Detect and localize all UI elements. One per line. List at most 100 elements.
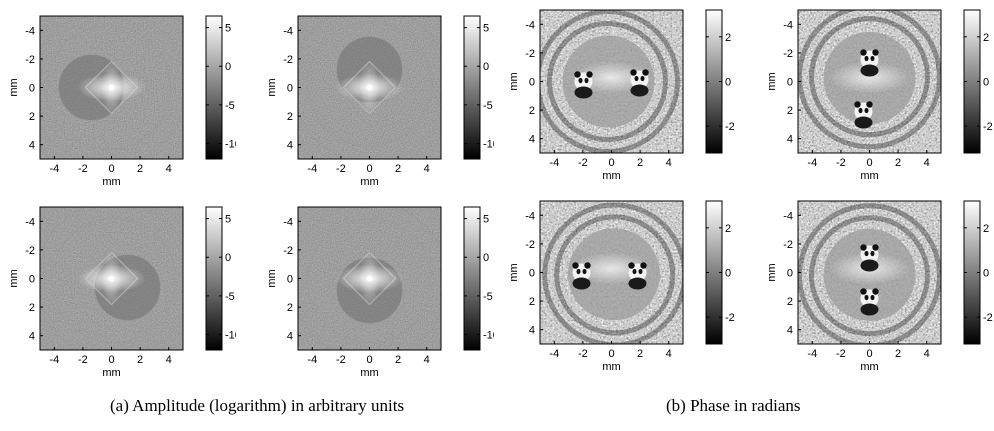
colorbar-tick-label: 0 <box>483 252 489 264</box>
y-tick-label: -4 <box>783 210 793 222</box>
x-tick-label: 0 <box>366 163 372 175</box>
colorbar-tick-label: -5 <box>483 291 493 303</box>
x-tick-label: -4 <box>307 354 317 366</box>
phase-panel-r2c2: -4 -4 -2 -2 0 0 2 2 4 4 mm mm 2 0 -2 <box>758 191 994 377</box>
y-tick-label: 2 <box>29 111 35 123</box>
x-tick-label: 2 <box>637 348 643 360</box>
colorbar-tick-label: 0 <box>983 268 989 280</box>
x-tick-label: -4 <box>49 163 59 175</box>
x-tick-label: 4 <box>424 163 430 175</box>
x-tick-label: -2 <box>336 354 346 366</box>
colorbar-tick-label: 5 <box>225 214 231 226</box>
colorbar-tick-label: 5 <box>225 23 231 35</box>
y-tick-label: 0 <box>29 83 35 95</box>
x-tick-label: 4 <box>924 157 930 169</box>
amplitude-panel-r1c2: -4 -4 -2 -2 0 0 2 2 4 4 mm mm 5 0 -5 -10 <box>258 6 494 192</box>
colorbar-tick-label: -2 <box>983 121 993 133</box>
y-tick-label: 4 <box>29 331 35 343</box>
x-tick-label: 2 <box>137 163 143 175</box>
colorbar-tick-label: -5 <box>225 291 235 303</box>
y-tick-label: 0 <box>529 77 535 89</box>
y-tick-label: 4 <box>787 134 793 146</box>
phase-plot: -4 -4 -2 -2 0 0 2 2 4 4 mm mm 2 0 -2 <box>508 9 735 182</box>
image-area <box>540 10 683 153</box>
colorbar <box>463 15 481 160</box>
y-tick-label: -2 <box>783 239 793 251</box>
y-tick-label: -2 <box>525 239 535 251</box>
y-axis-label: mm <box>766 72 778 90</box>
colorbar <box>463 206 481 351</box>
x-tick-label: 0 <box>366 354 372 366</box>
amplitude-plot: -4 -4 -2 -2 0 0 2 2 4 4 mm mm 5 0 -5 -10 <box>8 206 236 379</box>
x-tick-label: 2 <box>395 163 401 175</box>
x-tick-label: 0 <box>608 348 614 360</box>
colorbar-tick-label: -10 <box>483 330 494 342</box>
x-tick-label: -4 <box>807 157 817 169</box>
y-tick-label: 4 <box>287 140 293 152</box>
colorbar <box>205 15 223 160</box>
colorbar-tick-label: -2 <box>725 121 735 133</box>
y-tick-label: 2 <box>529 105 535 117</box>
colorbar-tick-label: 5 <box>483 214 489 226</box>
x-tick-label: 0 <box>608 157 614 169</box>
colorbar-tick-label: -10 <box>483 139 494 151</box>
x-tick-label: -2 <box>836 157 846 169</box>
x-tick-label: -2 <box>578 157 588 169</box>
x-tick-label: 2 <box>137 354 143 366</box>
colorbar-tick-label: 2 <box>725 32 731 44</box>
y-tick-label: -4 <box>283 216 293 228</box>
y-tick-label: 0 <box>529 268 535 280</box>
y-tick-label: 0 <box>787 77 793 89</box>
y-tick-label: -2 <box>525 48 535 60</box>
y-tick-label: 0 <box>287 274 293 286</box>
panda-silhouette <box>574 71 593 99</box>
panda-silhouette <box>628 262 647 290</box>
x-tick-label: -2 <box>578 348 588 360</box>
y-axis-label: mm <box>266 269 278 287</box>
x-tick-label: 4 <box>424 354 430 366</box>
y-axis-label: mm <box>508 72 520 90</box>
colorbar-tick-label: -10 <box>225 139 236 151</box>
x-tick-label: -2 <box>836 348 846 360</box>
amplitude-plot: -4 -4 -2 -2 0 0 2 2 4 4 mm mm 5 0 -5 -10 <box>8 15 236 188</box>
amplitude-panel-r2c1: -4 -4 -2 -2 0 0 2 2 4 4 mm mm 5 0 -5 -10 <box>0 197 236 383</box>
x-tick-label: 0 <box>108 163 114 175</box>
panda-silhouette <box>860 244 879 272</box>
colorbar-tick-label: 2 <box>983 223 989 235</box>
colorbar-tick-label: -5 <box>225 100 235 112</box>
y-tick-label: 0 <box>287 83 293 95</box>
y-axis-label: mm <box>266 78 278 96</box>
y-axis-label: mm <box>508 263 520 281</box>
amplitude-plot: -4 -4 -2 -2 0 0 2 2 4 4 mm mm 5 0 -5 -10 <box>266 15 494 188</box>
panda-silhouette <box>572 262 591 290</box>
image-area <box>798 201 941 344</box>
colorbar-tick-label: 0 <box>225 61 231 73</box>
x-tick-label: -2 <box>78 354 88 366</box>
colorbar <box>205 206 223 351</box>
y-tick-label: -4 <box>525 19 535 31</box>
colorbar-tick-label: 5 <box>483 23 489 35</box>
image-area <box>40 207 183 350</box>
x-tick-label: 4 <box>166 354 172 366</box>
colorbar-tick-label: 0 <box>725 77 731 89</box>
x-axis-label: mm <box>860 170 878 182</box>
x-tick-label: -4 <box>549 157 559 169</box>
x-tick-label: 2 <box>395 354 401 366</box>
y-tick-label: 4 <box>787 325 793 337</box>
image-area <box>798 10 941 153</box>
y-axis-label: mm <box>8 269 20 287</box>
x-axis-label: mm <box>860 361 878 373</box>
amplitude-panel-r1c1: -4 -4 -2 -2 0 0 2 2 4 4 mm mm 5 0 -5 -10 <box>0 6 236 192</box>
x-tick-label: -2 <box>336 163 346 175</box>
y-tick-label: 2 <box>787 296 793 308</box>
x-tick-label: -4 <box>49 354 59 366</box>
y-tick-label: -4 <box>25 216 35 228</box>
y-tick-label: 0 <box>787 268 793 280</box>
image-area <box>298 16 441 159</box>
x-tick-label: 2 <box>637 157 643 169</box>
image-area <box>40 16 183 159</box>
x-axis-label: mm <box>102 176 120 188</box>
x-tick-label: 2 <box>895 348 901 360</box>
colorbar-tick-label: -2 <box>983 312 993 324</box>
colorbar-tick-label: 0 <box>483 61 489 73</box>
